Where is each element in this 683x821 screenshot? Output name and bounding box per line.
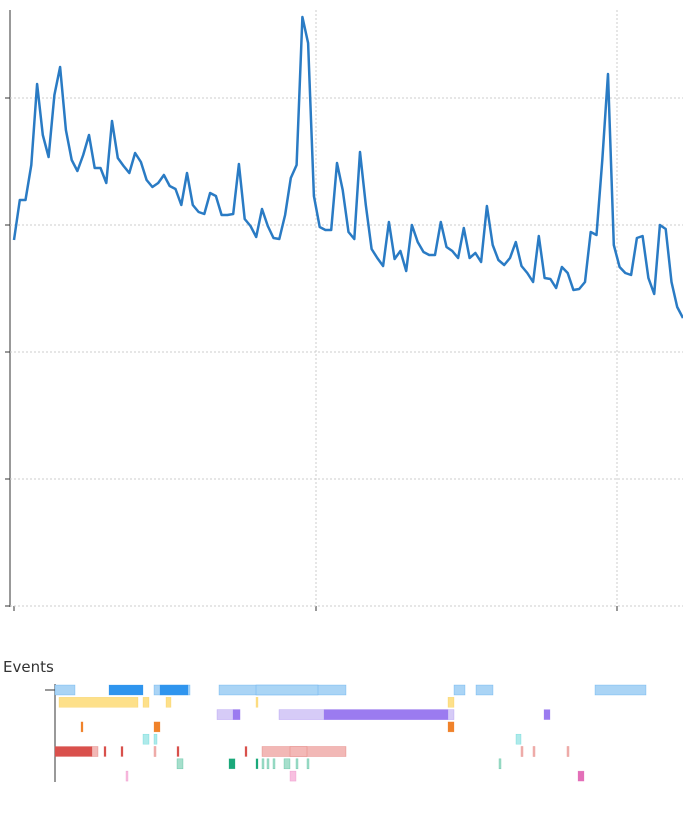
events-title: Events xyxy=(3,658,54,676)
event-bar xyxy=(153,733,158,745)
event-bar xyxy=(520,746,524,757)
event-bar xyxy=(498,758,502,770)
event-bar xyxy=(142,697,150,708)
event-bar xyxy=(453,684,466,696)
event-bar xyxy=(176,746,180,757)
event-bar xyxy=(261,758,265,770)
event-bar xyxy=(244,746,248,757)
event-bar xyxy=(91,746,99,757)
event-bar xyxy=(125,770,129,782)
event-bar xyxy=(532,746,536,757)
event-bar xyxy=(543,709,551,720)
event-bar xyxy=(295,758,299,770)
event-bar xyxy=(58,697,139,708)
event-bar xyxy=(228,758,236,770)
event-bar xyxy=(272,758,276,770)
event-bar xyxy=(306,758,310,770)
event-bar xyxy=(108,684,144,696)
event-bar xyxy=(153,746,157,757)
event-bar xyxy=(566,746,570,757)
event-bar xyxy=(289,746,308,757)
event-bar xyxy=(176,758,184,770)
event-bar xyxy=(54,684,76,696)
event-bar xyxy=(232,709,241,720)
event-bar xyxy=(159,684,189,696)
event-bar xyxy=(142,733,150,745)
event-bar xyxy=(165,697,172,708)
event-bar xyxy=(323,709,449,720)
event-bar xyxy=(475,684,494,696)
line-series xyxy=(12,15,683,319)
event-bar xyxy=(447,721,455,733)
event-bar xyxy=(289,770,297,782)
event-bar xyxy=(120,746,124,757)
event-bar xyxy=(266,758,270,770)
event-bar xyxy=(153,721,161,733)
event-bar xyxy=(515,733,522,745)
event-bar xyxy=(283,758,291,770)
event-bar xyxy=(255,697,259,708)
event-bar xyxy=(80,721,84,733)
event-bars xyxy=(54,684,647,782)
event-bar xyxy=(594,684,647,696)
event-bar xyxy=(103,746,107,757)
event-bar xyxy=(447,697,455,708)
event-bar xyxy=(255,758,259,770)
event-bar xyxy=(255,684,319,696)
event-bar xyxy=(54,746,93,757)
event-bar xyxy=(577,770,585,782)
